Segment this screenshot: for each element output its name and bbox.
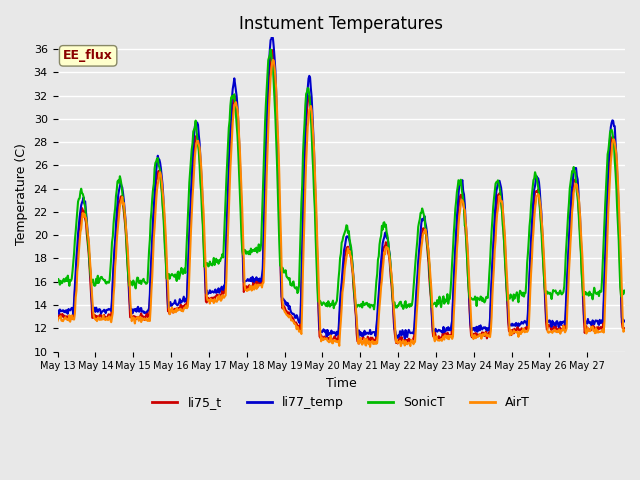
AirT (366, 344, 374, 350)
SonicT (180, 269, 188, 275)
Legend: li75_t, li77_temp, SonicT, AirT: li75_t, li77_temp, SonicT, AirT (147, 391, 535, 414)
li77_temp (621, 318, 629, 324)
li75_t (54, 313, 61, 319)
li77_temp (268, 32, 276, 37)
li77_temp (64, 311, 72, 317)
li75_t (180, 306, 188, 312)
li75_t (429, 327, 436, 333)
AirT (210, 300, 218, 306)
AirT (64, 316, 72, 322)
li75_t (64, 317, 72, 323)
li77_temp (122, 229, 130, 235)
X-axis label: Time: Time (326, 377, 356, 390)
SonicT (210, 255, 218, 261)
SonicT (370, 307, 378, 312)
Text: EE_flux: EE_flux (63, 49, 113, 62)
SonicT (621, 289, 629, 295)
Line: li75_t: li75_t (58, 50, 625, 344)
li77_temp (412, 298, 420, 303)
AirT (269, 57, 277, 63)
Line: SonicT: SonicT (58, 49, 625, 310)
Line: AirT: AirT (58, 60, 625, 347)
li75_t (355, 341, 363, 347)
Line: li77_temp: li77_temp (58, 35, 625, 339)
li77_temp (180, 294, 188, 300)
li77_temp (54, 307, 61, 313)
li75_t (621, 325, 629, 331)
AirT (122, 228, 130, 233)
AirT (180, 306, 188, 312)
li77_temp (210, 290, 218, 296)
li75_t (210, 295, 218, 300)
li75_t (268, 47, 276, 53)
AirT (54, 318, 61, 324)
AirT (412, 324, 420, 330)
SonicT (429, 301, 436, 307)
AirT (621, 328, 629, 334)
Title: Instument Temperatures: Instument Temperatures (239, 15, 444, 33)
AirT (429, 306, 436, 312)
li77_temp (355, 336, 362, 342)
Y-axis label: Temperature (C): Temperature (C) (15, 144, 28, 245)
li77_temp (429, 320, 436, 325)
SonicT (54, 277, 61, 283)
SonicT (267, 47, 275, 52)
SonicT (412, 254, 420, 260)
li75_t (122, 238, 130, 243)
SonicT (64, 273, 72, 278)
SonicT (122, 233, 130, 239)
li75_t (412, 305, 420, 311)
